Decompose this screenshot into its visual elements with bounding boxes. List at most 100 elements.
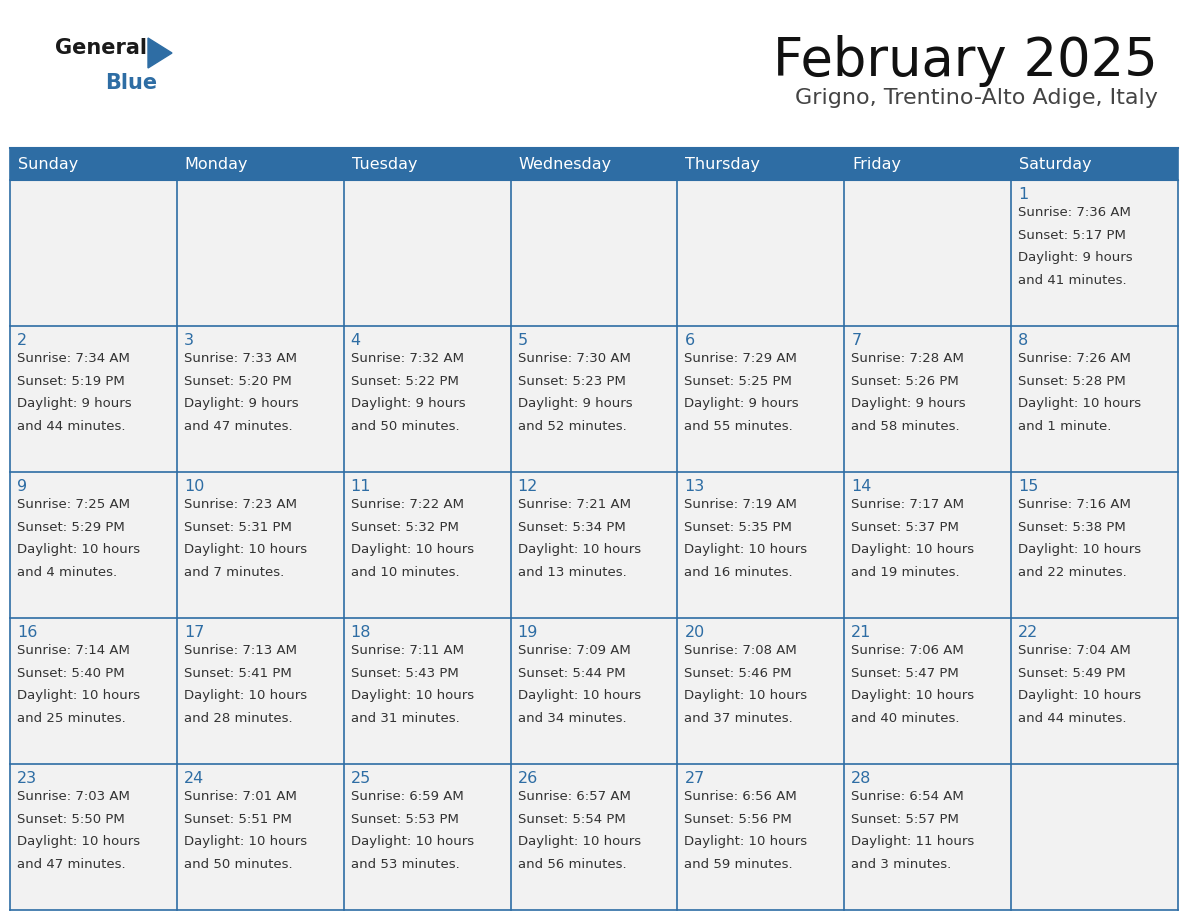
Text: Sunset: 5:47 PM: Sunset: 5:47 PM: [852, 666, 959, 679]
Text: Sunrise: 7:29 AM: Sunrise: 7:29 AM: [684, 352, 797, 365]
Text: Sunset: 5:51 PM: Sunset: 5:51 PM: [184, 812, 292, 825]
Text: 14: 14: [852, 479, 872, 494]
Text: and 44 minutes.: and 44 minutes.: [1018, 711, 1126, 725]
Text: Sunset: 5:28 PM: Sunset: 5:28 PM: [1018, 375, 1126, 387]
Text: and 25 minutes.: and 25 minutes.: [17, 711, 126, 725]
Bar: [677, 180, 845, 326]
Text: General: General: [55, 38, 147, 58]
Text: and 59 minutes.: and 59 minutes.: [684, 858, 794, 871]
Bar: [343, 180, 511, 326]
Bar: [10, 148, 1178, 180]
Bar: [343, 764, 511, 910]
Text: 16: 16: [17, 625, 37, 640]
Text: 27: 27: [684, 771, 704, 786]
Text: Saturday: Saturday: [1019, 156, 1092, 172]
Bar: [511, 618, 677, 764]
Bar: [343, 326, 511, 472]
Text: and 50 minutes.: and 50 minutes.: [184, 858, 292, 871]
Text: Sunrise: 6:59 AM: Sunrise: 6:59 AM: [350, 790, 463, 803]
Text: Friday: Friday: [852, 156, 902, 172]
Bar: [677, 764, 845, 910]
Bar: [1011, 764, 1178, 910]
Text: Sunset: 5:34 PM: Sunset: 5:34 PM: [518, 521, 625, 533]
Text: Daylight: 10 hours: Daylight: 10 hours: [184, 689, 307, 702]
Text: Sunset: 5:40 PM: Sunset: 5:40 PM: [17, 666, 125, 679]
Text: Sunset: 5:20 PM: Sunset: 5:20 PM: [184, 375, 291, 387]
Text: February 2025: February 2025: [773, 35, 1158, 87]
Text: 12: 12: [518, 479, 538, 494]
Bar: [511, 326, 677, 472]
Text: 8: 8: [1018, 333, 1029, 348]
Bar: [10, 180, 177, 326]
Bar: [177, 326, 343, 472]
Text: Daylight: 9 hours: Daylight: 9 hours: [518, 397, 632, 410]
Text: Daylight: 10 hours: Daylight: 10 hours: [852, 543, 974, 556]
Text: 2: 2: [17, 333, 27, 348]
Bar: [177, 764, 343, 910]
Text: Sunrise: 7:03 AM: Sunrise: 7:03 AM: [17, 790, 129, 803]
Text: Sunset: 5:57 PM: Sunset: 5:57 PM: [852, 812, 959, 825]
Text: Daylight: 10 hours: Daylight: 10 hours: [1018, 689, 1142, 702]
Bar: [177, 618, 343, 764]
Text: Daylight: 10 hours: Daylight: 10 hours: [17, 689, 140, 702]
Text: 4: 4: [350, 333, 361, 348]
Text: and 22 minutes.: and 22 minutes.: [1018, 565, 1127, 579]
Polygon shape: [148, 38, 172, 68]
Text: Sunset: 5:29 PM: Sunset: 5:29 PM: [17, 521, 125, 533]
Bar: [1011, 618, 1178, 764]
Text: 1: 1: [1018, 187, 1029, 202]
Bar: [677, 472, 845, 618]
Text: 6: 6: [684, 333, 695, 348]
Text: Daylight: 11 hours: Daylight: 11 hours: [852, 835, 974, 848]
Text: and 47 minutes.: and 47 minutes.: [184, 420, 292, 433]
Text: Sunset: 5:50 PM: Sunset: 5:50 PM: [17, 812, 125, 825]
Text: Sunset: 5:17 PM: Sunset: 5:17 PM: [1018, 229, 1126, 241]
Text: Sunrise: 7:09 AM: Sunrise: 7:09 AM: [518, 644, 631, 657]
Bar: [845, 764, 1011, 910]
Text: Sunset: 5:37 PM: Sunset: 5:37 PM: [852, 521, 959, 533]
Text: 3: 3: [184, 333, 194, 348]
Text: and 56 minutes.: and 56 minutes.: [518, 858, 626, 871]
Text: and 52 minutes.: and 52 minutes.: [518, 420, 626, 433]
Text: Sunset: 5:56 PM: Sunset: 5:56 PM: [684, 812, 792, 825]
Text: Sunrise: 7:13 AM: Sunrise: 7:13 AM: [184, 644, 297, 657]
Text: 18: 18: [350, 625, 371, 640]
Text: Daylight: 10 hours: Daylight: 10 hours: [852, 689, 974, 702]
Text: Sunrise: 6:56 AM: Sunrise: 6:56 AM: [684, 790, 797, 803]
Text: Sunrise: 7:06 AM: Sunrise: 7:06 AM: [852, 644, 963, 657]
Text: Daylight: 10 hours: Daylight: 10 hours: [350, 689, 474, 702]
Text: Sunset: 5:32 PM: Sunset: 5:32 PM: [350, 521, 459, 533]
Text: Daylight: 10 hours: Daylight: 10 hours: [184, 835, 307, 848]
Text: Sunset: 5:49 PM: Sunset: 5:49 PM: [1018, 666, 1126, 679]
Text: Daylight: 10 hours: Daylight: 10 hours: [684, 835, 808, 848]
Text: Sunset: 5:19 PM: Sunset: 5:19 PM: [17, 375, 125, 387]
Bar: [10, 472, 177, 618]
Text: and 53 minutes.: and 53 minutes.: [350, 858, 460, 871]
Bar: [677, 326, 845, 472]
Text: Sunrise: 6:57 AM: Sunrise: 6:57 AM: [518, 790, 631, 803]
Bar: [1011, 180, 1178, 326]
Text: Sunrise: 7:36 AM: Sunrise: 7:36 AM: [1018, 206, 1131, 219]
Text: Sunrise: 7:33 AM: Sunrise: 7:33 AM: [184, 352, 297, 365]
Text: 10: 10: [184, 479, 204, 494]
Text: Blue: Blue: [105, 73, 157, 93]
Text: and 41 minutes.: and 41 minutes.: [1018, 274, 1126, 287]
Text: Sunrise: 7:01 AM: Sunrise: 7:01 AM: [184, 790, 297, 803]
Text: Thursday: Thursday: [685, 156, 760, 172]
Text: Sunrise: 7:22 AM: Sunrise: 7:22 AM: [350, 498, 463, 511]
Bar: [10, 618, 177, 764]
Text: Daylight: 9 hours: Daylight: 9 hours: [1018, 252, 1133, 264]
Text: Sunset: 5:46 PM: Sunset: 5:46 PM: [684, 666, 792, 679]
Text: Sunrise: 7:32 AM: Sunrise: 7:32 AM: [350, 352, 463, 365]
Text: Sunrise: 7:23 AM: Sunrise: 7:23 AM: [184, 498, 297, 511]
Text: Sunrise: 7:16 AM: Sunrise: 7:16 AM: [1018, 498, 1131, 511]
Text: Daylight: 10 hours: Daylight: 10 hours: [518, 689, 640, 702]
Text: and 16 minutes.: and 16 minutes.: [684, 565, 794, 579]
Bar: [511, 764, 677, 910]
Text: Sunset: 5:31 PM: Sunset: 5:31 PM: [184, 521, 292, 533]
Text: 13: 13: [684, 479, 704, 494]
Text: Sunset: 5:43 PM: Sunset: 5:43 PM: [350, 666, 459, 679]
Bar: [177, 180, 343, 326]
Bar: [1011, 326, 1178, 472]
Text: Tuesday: Tuesday: [352, 156, 417, 172]
